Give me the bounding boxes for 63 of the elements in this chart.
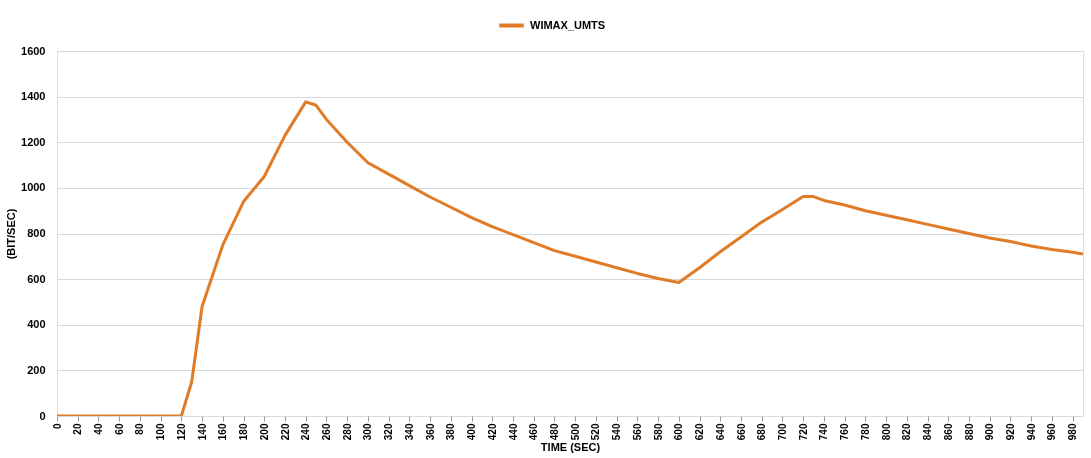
x-tick-label: 700 [776, 423, 788, 441]
x-tick-label: 200 [258, 423, 270, 441]
x-tick-label: 180 [238, 423, 250, 441]
x-tick-label: 660 [735, 423, 747, 441]
x-tick-label: 840 [922, 423, 934, 441]
x-tick-label: 860 [942, 423, 954, 441]
x-tick-label: 40 [92, 423, 104, 435]
x-tick-label: 300 [362, 423, 374, 441]
x-tick-label: 340 [403, 423, 415, 441]
y-tick-label: 200 [27, 363, 46, 376]
x-tick-label: 100 [155, 423, 167, 441]
x-tick-label: 220 [279, 423, 291, 441]
x-tick-label: 780 [859, 423, 871, 441]
x-tick-label: 580 [652, 423, 664, 441]
x-tick-label: 240 [300, 423, 312, 441]
x-tick-label: 880 [963, 423, 975, 441]
x-tick-label: 600 [673, 423, 685, 441]
x-tick-label: 80 [134, 423, 146, 435]
y-axis-title: (BIT/SEC) [5, 208, 18, 260]
x-tick-label: 940 [1025, 423, 1037, 441]
x-tick-label: 400 [466, 423, 478, 441]
x-tick-label: 440 [507, 423, 519, 441]
x-tick-label: 760 [839, 423, 851, 441]
y-tick-label: 1000 [21, 181, 46, 194]
x-tick-label: 640 [714, 423, 726, 441]
x-tick-label: 20 [72, 423, 84, 435]
x-tick-label: 460 [528, 423, 540, 441]
x-tick-label: 260 [320, 423, 332, 441]
x-axis-title: TIME (SEC) [540, 441, 601, 454]
x-tick-label: 360 [424, 423, 436, 441]
x-tick-label: 480 [548, 423, 560, 441]
y-tick-label: 400 [27, 318, 46, 331]
legend-label: WIMAX_UMTS [530, 18, 606, 31]
x-tick-label: 540 [611, 423, 623, 441]
x-tick-label: 320 [383, 423, 395, 441]
x-tick-label: 140 [196, 423, 208, 441]
x-tick-label: 120 [175, 423, 187, 441]
x-tick-label: 0 [51, 423, 63, 430]
y-tick-label: 1200 [21, 135, 46, 148]
x-tick-label: 520 [590, 423, 602, 441]
x-tick-label: 160 [217, 423, 229, 441]
line-series [57, 100, 1083, 416]
x-tick-label: 280 [341, 423, 353, 441]
x-tick-label: 820 [901, 423, 913, 441]
x-tick-label: 420 [486, 423, 498, 441]
x-tick-label: 620 [694, 423, 706, 441]
x-tick-label: 680 [756, 423, 768, 441]
x-tick-label: 60 [113, 423, 125, 435]
y-tick-label: 600 [27, 272, 46, 285]
x-tick-label: 720 [797, 423, 809, 441]
x-tick-label: 920 [1004, 423, 1016, 441]
x-tick-label: 980 [1067, 423, 1079, 441]
y-tick-label: 0 [39, 409, 46, 422]
y-tick-label: 1400 [21, 90, 46, 103]
y-tick-label: 800 [27, 227, 46, 239]
x-tick-label: 900 [984, 423, 996, 441]
x-tick-label: 800 [880, 423, 892, 441]
x-tick-label: 560 [631, 423, 643, 441]
x-tick-label: 740 [818, 423, 830, 441]
x-tick-label: 380 [445, 423, 457, 441]
x-tick-label: 960 [1046, 423, 1058, 441]
x-tick-label: 500 [569, 423, 581, 441]
y-tick-label: 1600 [21, 44, 46, 57]
